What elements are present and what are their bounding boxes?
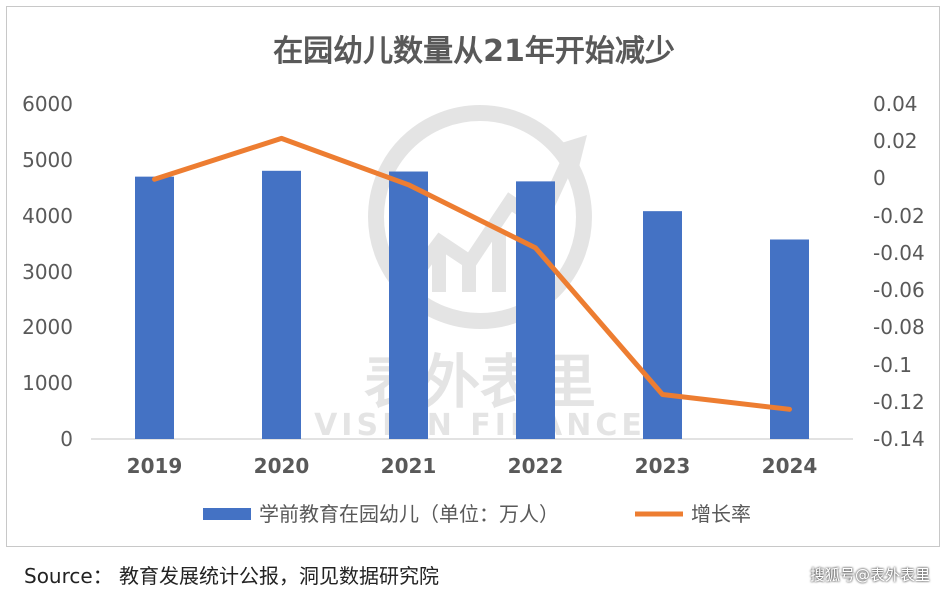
legend: 学前教育在园幼儿（单位：万人） 增长率 [203,502,751,526]
watermark-logo: 表外表里 VISION FINANCE [314,105,646,443]
chart-svg: 表外表里 VISION FINANCE 在园幼儿数量从21年开始减少 0 100… [22,34,925,526]
y-left-tick-label: 5000 [22,148,73,172]
y-left-tick-label: 0 [60,427,73,451]
y-right-tick-label: -0.08 [873,315,925,339]
x-axis-labels: 2019 2020 2021 2022 2023 2024 [127,454,818,478]
chart-frame: 表外表里 VISION FINANCE 在园幼儿数量从21年开始减少 0 100… [6,6,940,547]
y-right-tick-label: -0.02 [873,204,925,228]
y-right-tick-label: -0.1 [873,353,912,377]
y-right-tick-label: -0.14 [873,427,925,451]
legend-label-line: 增长率 [691,502,751,526]
y-left-tick-label: 6000 [22,92,73,116]
credit-watermark: 搜狐号@表外表里 [809,566,930,584]
y-right-tick-label: -0.04 [873,241,925,265]
y-right-tick-label: -0.12 [873,390,925,414]
x-tick-label: 2019 [127,454,183,478]
y-right-tick-label: 0.04 [873,92,918,116]
x-tick-label: 2022 [508,454,564,478]
x-tick-label: 2020 [254,454,310,478]
growth-rate-line [152,135,792,412]
y-left-tick-label: 1000 [22,371,73,395]
x-tick-label: 2021 [381,454,437,478]
bar-series [135,170,809,439]
chart-title: 在园幼儿数量从21年开始减少 [273,34,675,69]
line-series [152,135,792,412]
y-right-tick-label: -0.06 [873,278,925,302]
bar-2021 [389,171,428,439]
bar-2020 [262,170,301,439]
y-right-tick-label: 0 [873,166,886,190]
y-right-axis: 0.04 0.02 0 -0.02 -0.04 -0.06 -0.08 -0.1… [873,92,925,451]
y-left-tick-label: 4000 [22,204,73,228]
bar-2023 [643,211,682,439]
x-tick-label: 2024 [762,454,818,478]
legend-swatch-bar [203,508,251,520]
y-right-tick-label: 0.02 [873,129,918,153]
source-note: Source： 教育发展统计公报，洞见数据研究院 [24,564,440,588]
y-left-tick-label: 3000 [22,260,73,284]
watermark-text-en: VISION FINANCE [314,408,646,443]
bar-2019 [135,176,174,439]
y-left-tick-label: 2000 [22,315,73,339]
x-tick-label: 2023 [635,454,691,478]
y-left-axis: 0 1000 2000 3000 4000 5000 6000 [22,92,73,451]
bar-2022 [516,181,555,439]
legend-label-bar: 学前教育在园幼儿（单位：万人） [259,502,559,526]
